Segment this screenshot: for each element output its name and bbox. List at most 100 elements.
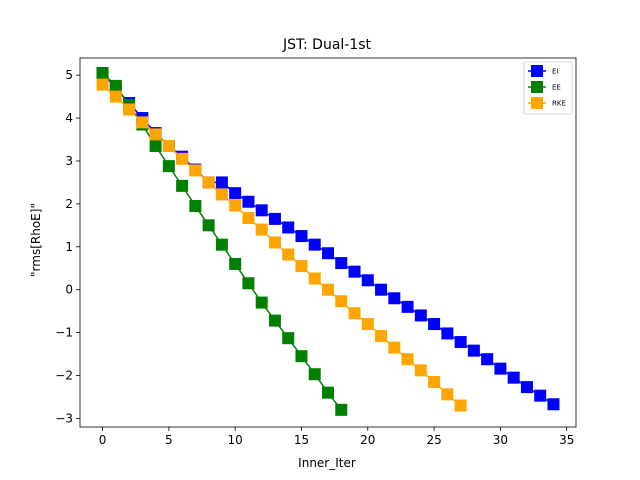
data-point (215, 238, 228, 251)
x-axis-label: Inner_Iter (298, 456, 356, 470)
data-point (268, 212, 281, 225)
data-point (109, 90, 122, 103)
data-point (268, 236, 281, 249)
data-point (282, 248, 295, 261)
data-point (441, 327, 454, 340)
data-point (268, 314, 281, 327)
data-point (428, 375, 441, 388)
data-point (202, 176, 215, 189)
data-point (467, 344, 480, 357)
data-point (308, 238, 321, 251)
data-point (242, 195, 255, 208)
data-point (96, 78, 109, 91)
data-point (401, 300, 414, 313)
y-axis-ticks: −3 −2 −1 0 1 2 3 4 5 (55, 68, 80, 425)
y-tick-label: 4 (65, 111, 73, 125)
data-point (162, 139, 175, 152)
data-point (375, 330, 388, 343)
x-tick-label: 20 (360, 433, 375, 447)
data-point (322, 386, 334, 399)
data-point (388, 341, 401, 354)
data-point (229, 187, 242, 200)
legend-marker (531, 97, 543, 109)
x-tick-label: 5 (165, 433, 173, 447)
data-point (335, 257, 348, 270)
data-point (295, 230, 308, 243)
data-point (308, 272, 321, 285)
data-point (494, 362, 507, 375)
data-point (375, 283, 388, 296)
x-tick-label: 30 (493, 433, 508, 447)
x-tick-label: 35 (559, 433, 574, 447)
data-point (335, 295, 348, 308)
series-ei (96, 67, 560, 411)
data-point (454, 399, 467, 412)
data-point (308, 368, 321, 381)
y-tick-label: 3 (65, 154, 73, 168)
data-point (255, 296, 268, 309)
data-point (481, 353, 494, 366)
legend-label: EE (552, 84, 561, 92)
data-point (348, 307, 361, 320)
data-point (507, 371, 520, 384)
x-tick-label: 15 (294, 433, 309, 447)
data-point (295, 350, 308, 363)
series-layer (96, 67, 560, 416)
data-point (136, 116, 149, 129)
data-point (123, 103, 136, 116)
chart-title: JST: Dual-1st (282, 37, 372, 53)
legend: EI EE RKE (523, 61, 573, 115)
data-point (229, 199, 242, 212)
data-point (255, 204, 268, 217)
data-point (242, 277, 255, 290)
x-axis-ticks: 0 5 10 15 20 25 30 35 (99, 427, 574, 447)
data-point (322, 283, 334, 296)
data-point (454, 336, 467, 349)
data-point (162, 160, 175, 173)
data-point (361, 318, 374, 331)
x-tick-label: 0 (99, 433, 107, 447)
plot-frame (79, 57, 577, 428)
data-point (322, 247, 334, 260)
data-point (176, 179, 189, 192)
y-tick-label: 1 (65, 240, 73, 254)
data-point (255, 223, 268, 236)
data-point (242, 212, 255, 225)
data-point (388, 292, 401, 305)
data-point (335, 403, 348, 416)
data-point (441, 388, 454, 401)
data-point (149, 128, 162, 141)
data-point (215, 188, 228, 201)
y-tick-label: −1 (55, 326, 73, 340)
data-point (534, 389, 547, 402)
y-axis-label: "rms[RhoE]" (29, 203, 43, 277)
legend-label: RKE (552, 100, 566, 108)
data-point (348, 265, 361, 278)
data-point (189, 200, 202, 213)
data-point (202, 219, 215, 232)
y-tick-label: 0 (65, 283, 73, 297)
legend-marker (531, 65, 543, 77)
data-point (428, 318, 441, 331)
x-tick-label: 25 (426, 433, 441, 447)
data-point (361, 274, 374, 287)
data-point (176, 152, 189, 165)
data-point (149, 139, 162, 152)
series-line (102, 84, 462, 407)
data-point (229, 257, 242, 270)
data-point (520, 381, 533, 394)
y-tick-label: −2 (55, 369, 73, 383)
data-point (109, 79, 122, 92)
x-tick-label: 10 (228, 433, 243, 447)
legend-marker (531, 81, 543, 93)
data-point (282, 221, 295, 234)
y-tick-label: 5 (65, 68, 73, 82)
data-point (401, 353, 414, 366)
data-point (282, 332, 295, 345)
data-point (547, 398, 560, 411)
data-point (189, 164, 202, 177)
series-rke (96, 78, 467, 412)
data-point (414, 309, 427, 322)
data-point (414, 364, 427, 377)
